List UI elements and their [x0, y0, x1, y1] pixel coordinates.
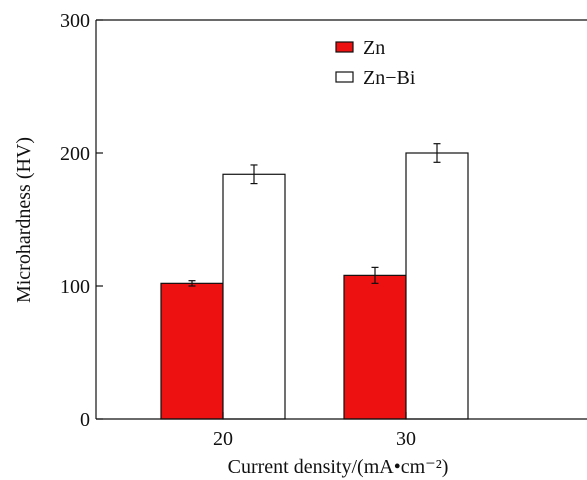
bar-zn-bi-20	[222, 173, 286, 420]
legend-swatch-zn	[335, 41, 354, 53]
axes-layer: 0 100 200 300 20 30	[60, 10, 587, 450]
y-tick-label: 100	[60, 276, 90, 298]
bar-zn-20	[160, 282, 224, 420]
legend: Zn Zn−Bi	[335, 37, 416, 89]
legend-label-zn: Zn	[363, 37, 385, 59]
legend-swatch-zn-bi	[335, 71, 354, 83]
bar-zn-30	[343, 274, 407, 420]
legend-label-zn-bi: Zn−Bi	[363, 67, 416, 89]
y-tick-label: 200	[60, 143, 90, 165]
bar-zn-bi-30	[405, 152, 469, 420]
x-axis-label: Current density/(mA•cm⁻²)	[228, 456, 449, 478]
y-tick-label: 0	[80, 409, 90, 431]
x-tick-label: 30	[396, 428, 416, 450]
y-axis-label: Microhardness (HV)	[13, 137, 35, 303]
bars-layer	[160, 143, 469, 420]
x-tick-label: 20	[213, 428, 233, 450]
y-tick-label: 300	[60, 10, 90, 32]
